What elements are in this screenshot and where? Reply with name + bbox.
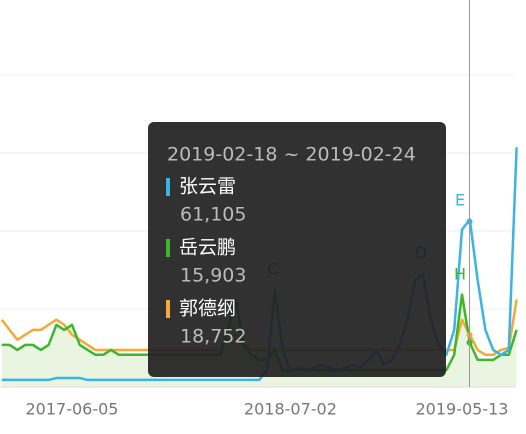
- annotation: H: [454, 265, 466, 284]
- tooltip-title: 2019-02-18 ~ 2019-02-24: [167, 144, 416, 166]
- x-tick-label: 2019-05-13: [416, 400, 509, 419]
- x-tick-label: 2017-06-05: [26, 400, 119, 419]
- x-tick-label: 2018-07-02: [244, 400, 337, 419]
- legend-label: 岳云鹏: [179, 237, 236, 259]
- legend-marker: [166, 239, 170, 257]
- legend-marker: [166, 178, 170, 196]
- legend-label: 张云雷: [179, 176, 236, 198]
- tooltip-box: [148, 122, 446, 377]
- annotation: E: [455, 191, 465, 210]
- tooltip-value: 15,903: [180, 265, 246, 287]
- tooltip-value: 61,105: [180, 204, 246, 226]
- area: [1, 294, 517, 387]
- legend-marker: [166, 300, 170, 318]
- tooltip: 2019-02-18 ~ 2019-02-24 张云雷 61,105 岳云鹏 15,90…: [148, 122, 446, 377]
- tooltip-value: 18,752: [180, 326, 246, 348]
- legend-label: 郭德纲: [179, 298, 236, 320]
